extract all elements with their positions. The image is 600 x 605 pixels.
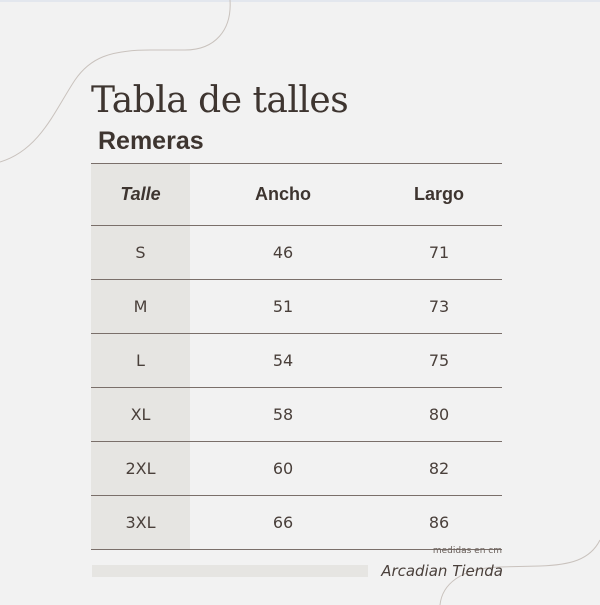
- cell-ancho: 54: [272, 351, 294, 370]
- page-subtitle: Remeras: [98, 127, 204, 155]
- cell-talle: 3XL: [91, 496, 190, 549]
- cell-talle: L: [91, 334, 190, 387]
- header-ancho: Ancho: [255, 184, 311, 204]
- cell-ancho: 46: [272, 243, 294, 262]
- units-note: medidas en cm: [432, 546, 502, 556]
- cell-largo: 86: [428, 513, 450, 532]
- top-border: [0, 0, 600, 2]
- table-header-row: Talle Ancho Largo: [91, 163, 502, 225]
- cell-ancho: 66: [272, 513, 294, 532]
- cell-ancho: 60: [272, 459, 294, 478]
- table-row: M 51 73: [91, 279, 502, 333]
- cell-largo: 80: [428, 405, 450, 424]
- table-row: 2XL 60 82: [91, 441, 502, 495]
- header-talle: Talle: [91, 164, 190, 225]
- decorative-bar: [92, 565, 368, 577]
- table-row: XL 58 80: [91, 387, 502, 441]
- cell-talle: M: [91, 280, 190, 333]
- cell-largo: 75: [428, 351, 450, 370]
- header-largo: Largo: [413, 184, 464, 204]
- page-title: Tabla de talles: [91, 80, 349, 121]
- cell-talle: XL: [91, 388, 190, 441]
- table-row: S 46 71: [91, 225, 502, 279]
- cell-ancho: 58: [272, 405, 294, 424]
- table-row: L 54 75: [91, 333, 502, 387]
- cell-ancho: 51: [272, 297, 294, 316]
- brand-name: Arcadian Tienda: [381, 562, 503, 580]
- table-row: 3XL 66 86: [91, 495, 502, 550]
- cell-talle: S: [91, 226, 190, 279]
- bottom-right-curve: [439, 539, 600, 605]
- cell-talle: 2XL: [91, 442, 190, 495]
- cell-largo: 73: [428, 297, 450, 316]
- cell-largo: 82: [428, 459, 450, 478]
- cell-largo: 71: [428, 243, 450, 262]
- top-left-curve: [0, 0, 231, 163]
- size-table: Talle Ancho Largo S 46 71 M 51 73 L 54 7…: [91, 163, 502, 550]
